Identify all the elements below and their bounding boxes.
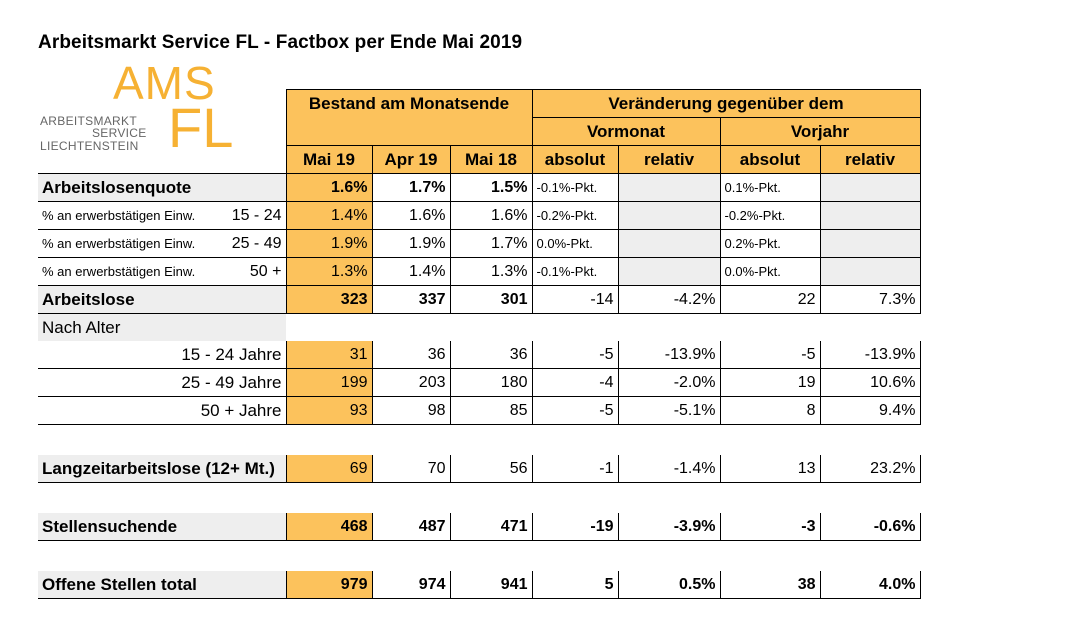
table-row: Arbeitslosenquote 1.6% 1.7% 1.5% -0.1%-P…	[38, 173, 1022, 202]
table-row: % an erwerbstätigen Einw. 50 + 1.3% 1.4% …	[38, 257, 1022, 286]
header-row-3: Mai 19 Apr 19 Mai 18 absolut relativ abs…	[38, 145, 1022, 174]
table-row: Arbeitslose 323 337 301 -14 -4.2% 22 7.3…	[38, 285, 1022, 314]
table-row: 50 + Jahre 93 98 85 -5 -5.1% 8 9.4%	[38, 396, 1022, 425]
page-title: Arbeitsmarkt Service FL - Factbox per En…	[38, 32, 523, 53]
factbox-table: Bestand am Monatsende Veränderung gegenü…	[38, 89, 1022, 599]
cell-vm-abs: -0.1%-Pkt.	[532, 173, 619, 202]
col-vj-relativ: relativ	[820, 145, 921, 174]
header-row-1: Bestand am Monatsende Veränderung gegenü…	[38, 89, 1022, 118]
cell-vj-abs: 0.1%-Pkt.	[720, 173, 821, 202]
table-row: % an erwerbstätigen Einw. 15 - 24 1.4% 1.…	[38, 201, 1022, 230]
row-label: Arbeitslosenquote	[38, 173, 286, 202]
row-label: % an erwerbstätigen Einw. 50 +	[38, 257, 286, 286]
table-row: % an erwerbstätigen Einw. 25 - 49 1.9% 1.…	[38, 229, 1022, 258]
table-row: 25 - 49 Jahre 199 203 180 -4 -2.0% 19 10…	[38, 368, 1022, 397]
col-apr19: Apr 19	[372, 145, 451, 174]
col-vm-absolut: absolut	[532, 145, 619, 174]
row-label: Arbeitslose	[38, 285, 286, 314]
col-mai19: Mai 19	[285, 145, 373, 174]
header-veraenderung: Veränderung gegenüber dem	[532, 89, 921, 118]
col-vj-absolut: absolut	[720, 145, 821, 174]
logo-line-1: ARBEITSMARKT	[40, 114, 137, 128]
nach-alter-label: Nach Alter	[38, 313, 286, 341]
ams-logo: AMS FL ARBEITSMARKT SERVICE LIECHTENSTEI…	[40, 60, 250, 160]
table-row: Stellensuchende 468 487 471 -19 -3.9% -3…	[38, 513, 1022, 541]
cell-mai18: 1.5%	[450, 173, 533, 202]
col-vm-relativ: relativ	[618, 145, 721, 174]
table-row: Nach Alter	[38, 313, 1022, 341]
row-label: % an erwerbstätigen Einw. 15 - 24	[38, 201, 286, 230]
logo-ams-text: AMS	[113, 57, 216, 109]
header-bestand: Bestand am Monatsende	[285, 89, 533, 118]
table-row: Langzeitarbeitslose (12+ Mt.) 69 70 56 -…	[38, 455, 1022, 483]
logo-line-2: SERVICE	[92, 126, 147, 140]
row-label: % an erwerbstätigen Einw. 25 - 49	[38, 229, 286, 258]
header-row-2: Vormonat Vorjahr	[38, 117, 1022, 146]
header-vormonat: Vormonat	[532, 117, 721, 146]
col-mai18: Mai 18	[450, 145, 533, 174]
cell-mai19: 1.6%	[285, 173, 373, 202]
cell-apr19: 1.7%	[372, 173, 451, 202]
header-vorjahr: Vorjahr	[720, 117, 921, 146]
table-row: 15 - 24 Jahre 31 36 36 -5 -13.9% -5 -13.…	[38, 341, 1022, 369]
table-row: Offene Stellen total 979 974 941 5 0.5% …	[38, 571, 1022, 599]
